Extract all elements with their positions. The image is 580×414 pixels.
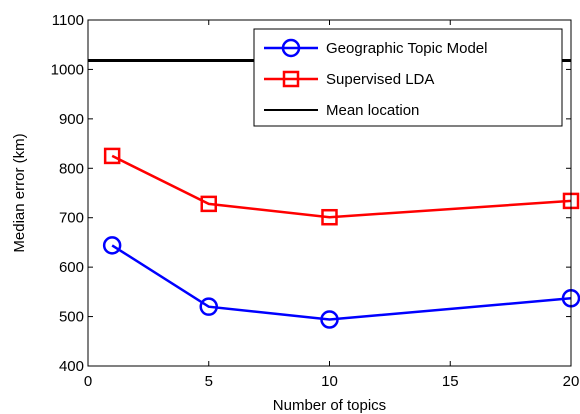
x-tick-label: 0 — [84, 373, 92, 390]
y-axis-label: Median error (km) — [11, 133, 28, 252]
legend-entry: Geographic Topic Model — [264, 38, 487, 58]
y-tick-label: 500 — [59, 309, 84, 326]
data-point — [103, 147, 121, 165]
x-tick-label: 20 — [563, 373, 580, 390]
legend-label: Supervised LDA — [326, 71, 434, 88]
y-tick-label: 400 — [59, 358, 84, 375]
series-line — [111, 154, 572, 219]
legend-marker — [281, 38, 301, 58]
x-axis-label: Number of topics — [273, 397, 386, 414]
data-point — [321, 208, 338, 226]
legend-label: Geographic Topic Model — [326, 40, 487, 57]
data-point — [200, 195, 217, 213]
x-tick-label: 10 — [321, 373, 338, 390]
legend-entry: Mean location — [264, 102, 419, 119]
y-tick-label: 1100 — [52, 12, 84, 29]
y-tick-label: 600 — [59, 259, 84, 276]
x-tick-label: 5 — [205, 373, 213, 390]
legend-entry: Supervised LDA — [264, 70, 434, 88]
series-line — [111, 244, 572, 321]
legend: Geographic Topic Model Supervised LDA Mean… — [253, 28, 563, 127]
data-point — [320, 310, 339, 329]
x-tick-label: 15 — [442, 373, 459, 390]
y-tick-label: 700 — [59, 210, 84, 227]
y-tick-label: 900 — [59, 111, 84, 128]
data-point — [102, 236, 122, 255]
legend-marker — [282, 70, 300, 88]
y-tick-label: 1000 — [51, 61, 84, 78]
y-tick-label: 800 — [59, 160, 84, 177]
data-point — [199, 297, 218, 316]
legend-label: Mean location — [326, 102, 419, 119]
axis-ticks: 0 5 10 15 20 400 500 600 700 800 900 1000 1100 — [51, 12, 580, 390]
